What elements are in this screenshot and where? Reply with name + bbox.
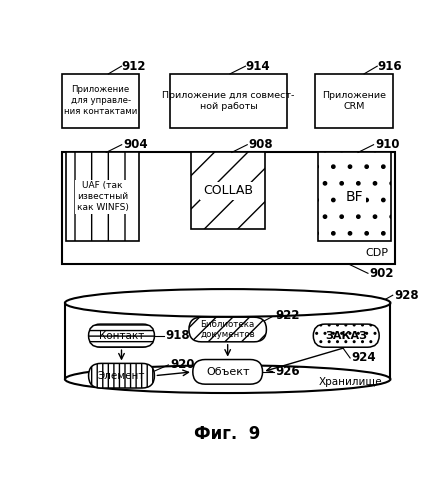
- Bar: [62, 152, 395, 264]
- Text: Приложение для совмест-
ной работы: Приложение для совмест- ной работы: [162, 91, 295, 111]
- Text: Библиотека
документов: Библиотека документов: [200, 320, 255, 339]
- FancyBboxPatch shape: [193, 360, 263, 384]
- Text: Приложение
CRM: Приложение CRM: [322, 91, 386, 111]
- Bar: [315, 74, 393, 128]
- Text: 904: 904: [123, 138, 148, 151]
- Text: 908: 908: [249, 138, 273, 151]
- FancyBboxPatch shape: [89, 364, 154, 388]
- Text: 924: 924: [352, 352, 376, 364]
- Bar: [318, 152, 391, 241]
- FancyBboxPatch shape: [313, 324, 379, 347]
- Text: 920: 920: [170, 358, 194, 372]
- FancyBboxPatch shape: [189, 317, 267, 342]
- Text: COLLAB: COLLAB: [203, 184, 253, 198]
- Text: 912: 912: [121, 60, 146, 72]
- Text: 910: 910: [375, 138, 400, 151]
- Text: 918: 918: [165, 329, 190, 342]
- FancyBboxPatch shape: [89, 324, 154, 347]
- Bar: [65, 303, 390, 379]
- Ellipse shape: [65, 289, 390, 317]
- Ellipse shape: [65, 366, 390, 393]
- Text: Фиг.  9: Фиг. 9: [194, 425, 261, 443]
- Bar: [170, 74, 287, 128]
- Text: ЗАКАЗ: ЗАКАЗ: [325, 330, 367, 340]
- Bar: [66, 152, 139, 241]
- Text: 922: 922: [276, 309, 300, 322]
- Text: Контакт: Контакт: [99, 330, 144, 340]
- Text: Элемент: Элемент: [98, 370, 145, 380]
- Text: BF: BF: [346, 190, 363, 203]
- Text: Хранилище: Хранилище: [319, 377, 383, 387]
- Text: CDP: CDP: [366, 248, 389, 258]
- Text: 902: 902: [369, 267, 394, 280]
- Text: 928: 928: [394, 288, 419, 302]
- Text: 926: 926: [276, 366, 300, 378]
- Text: 914: 914: [246, 60, 270, 72]
- Bar: [62, 74, 139, 128]
- Bar: [191, 152, 265, 230]
- Text: Объект: Объект: [206, 367, 250, 377]
- Text: 916: 916: [377, 60, 402, 72]
- Text: UAF (так
известный
как WINFS): UAF (так известный как WINFS): [77, 181, 129, 212]
- Text: Приложение
для управле-
ния контактами: Приложение для управле- ния контактами: [64, 85, 137, 116]
